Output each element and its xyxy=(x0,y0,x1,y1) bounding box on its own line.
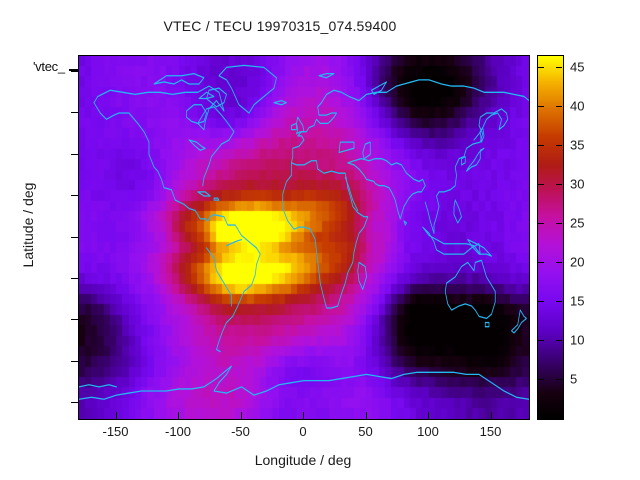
y-axis-tick-mark xyxy=(71,319,78,321)
colorbar-tick-label: 25 xyxy=(570,215,585,231)
colorbar-tick-mark xyxy=(556,144,562,146)
x-axis-tick-mark xyxy=(490,412,492,419)
y-axis-tick-mark xyxy=(71,153,78,155)
y-axis-tick-mark xyxy=(71,402,78,404)
colorbar-tick-label: 20 xyxy=(570,254,585,270)
colorbar-tick-mark xyxy=(556,105,562,107)
colorbar-tick-label: 15 xyxy=(570,293,585,309)
page-title: VTEC / TECU 19970315_074.59400 xyxy=(163,18,397,34)
x-axis-tick-mark xyxy=(178,412,179,419)
y-axis-tick-mark xyxy=(71,112,78,114)
colorbar-tick-mark xyxy=(538,261,544,263)
colorbar-gradient xyxy=(538,56,563,419)
colorbar-tick-mark xyxy=(538,378,544,380)
colorbar-tick-mark xyxy=(538,183,544,185)
x-axis-tick-mark xyxy=(303,412,304,419)
colorbar-tick-mark xyxy=(538,66,544,68)
coastline-overlay xyxy=(79,64,529,400)
heatmap-plot-area xyxy=(78,55,530,420)
colorbar-tick-mark xyxy=(538,144,544,146)
colorbar xyxy=(537,55,564,420)
colorbar-tick-mark xyxy=(556,183,562,185)
colorbar-tick-mark xyxy=(556,66,562,68)
x-axis-tick-mark xyxy=(115,412,117,419)
x-axis-tick-label: 50 xyxy=(358,424,373,439)
x-axis-label: Longitude / deg xyxy=(254,452,352,468)
colorbar-tick-mark xyxy=(556,378,562,380)
colorbar-tick-mark xyxy=(556,339,562,341)
x-axis-tick-mark xyxy=(240,412,242,419)
colorbar-tick-label: 35 xyxy=(570,137,585,153)
x-axis-tick-mark xyxy=(365,412,367,419)
y-axis-tick-mark xyxy=(71,236,78,238)
colorbar-tick-label: 10 xyxy=(570,332,585,348)
x-axis-tick-label: -100 xyxy=(164,424,192,439)
plot-key-label: 'vtec_ xyxy=(33,59,65,74)
y-axis-label: Latitude / deg xyxy=(20,182,36,268)
x-axis-tick-label: -50 xyxy=(231,424,250,439)
y-axis-tick-mark xyxy=(71,360,78,362)
colorbar-tick-mark xyxy=(538,300,544,302)
colorbar-tick-label: 5 xyxy=(570,371,578,387)
y-axis-tick-mark xyxy=(71,195,78,196)
colorbar-tick-mark xyxy=(538,339,544,341)
x-axis-tick-label: -150 xyxy=(102,424,129,439)
vtec-heatmap xyxy=(79,56,529,419)
colorbar-tick-mark xyxy=(556,300,562,302)
x-axis-tick-label: 0 xyxy=(299,424,307,439)
plot-key-sample-line xyxy=(69,69,80,71)
colorbar-tick-label: 45 xyxy=(570,59,585,75)
colorbar-tick-mark xyxy=(556,261,562,263)
colorbar-tick-label: 30 xyxy=(570,176,585,192)
colorbar-tick-mark xyxy=(538,105,544,107)
x-axis-tick-mark xyxy=(428,412,429,419)
colorbar-tick-mark xyxy=(538,222,544,224)
y-axis-tick-mark xyxy=(71,277,78,279)
y-axis-tick-mark xyxy=(71,70,78,72)
colorbar-tick-mark xyxy=(556,222,562,224)
colorbar-tick-label: 40 xyxy=(570,98,585,114)
x-axis-tick-label: 100 xyxy=(417,424,439,439)
x-axis-tick-label: 150 xyxy=(479,424,502,439)
